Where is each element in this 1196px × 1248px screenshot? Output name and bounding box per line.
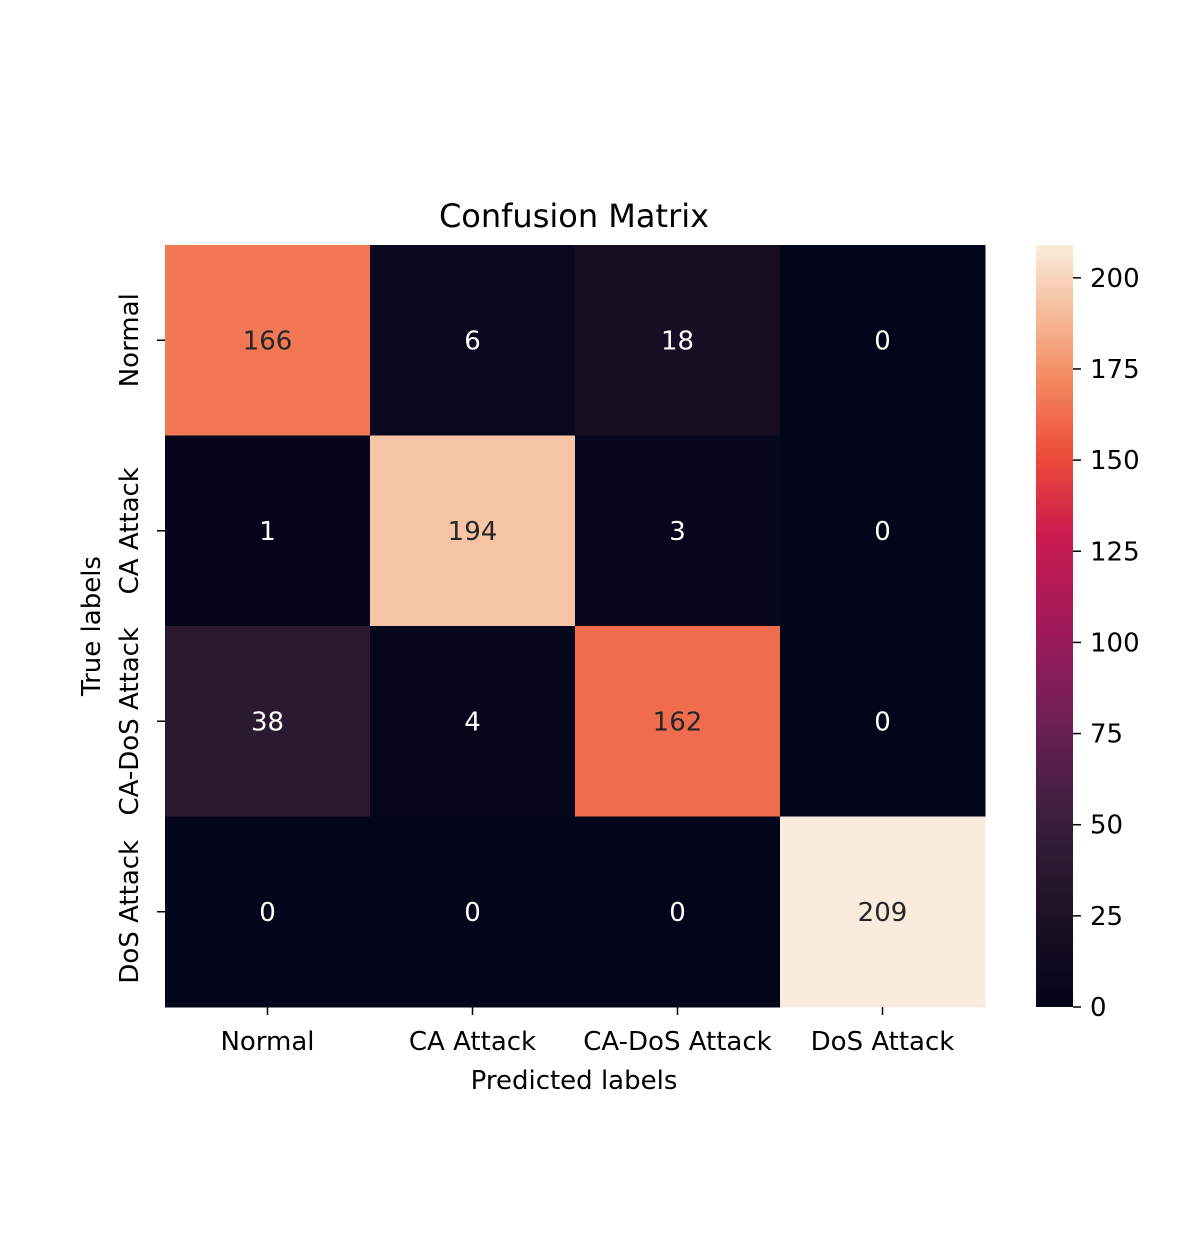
heatmap-cell [165, 435, 371, 627]
cell-value-label: 0 [874, 517, 891, 547]
cell-value-label: 194 [448, 517, 498, 547]
heatmap-cell [575, 245, 781, 436]
colorbar-tick-label: 0 [1090, 993, 1107, 1023]
colorbar-tick-label: 150 [1090, 446, 1140, 476]
colorbar-ticks: 0 25 50 75 100 125 150 175 200 [1073, 264, 1140, 1023]
colorbar-tick-label: 125 [1090, 537, 1140, 567]
cell-value-label: 166 [243, 326, 293, 356]
heatmap-cell [165, 816, 371, 1008]
heatmap-cell [780, 816, 986, 1008]
heatmap-cell [370, 245, 576, 436]
heatmap-cell [165, 626, 371, 817]
y-axis-ticks: Normal CA Attack CA-DoS Attack DoS Attack [115, 293, 165, 984]
cell-value-label: 18 [661, 326, 694, 356]
cell-value-label: 4 [464, 707, 481, 737]
heatmap-cell [165, 245, 371, 436]
y-tick-label: CA-DoS Attack [115, 627, 145, 815]
cell-value-label: 38 [251, 707, 284, 737]
x-tick-label: Normal [220, 1027, 314, 1057]
chart-title: Confusion Matrix [439, 197, 709, 235]
y-tick-label: CA Attack [115, 467, 145, 594]
heatmap-cell [370, 816, 576, 1008]
x-tick-label: DoS Attack [811, 1027, 955, 1057]
cell-value-label: 0 [464, 898, 481, 928]
heatmap-cell-labels: 166 6 18 0 1 194 3 0 38 4 162 0 0 0 0 209 [243, 326, 908, 928]
heatmap-cell [370, 626, 576, 817]
heatmap-cell [575, 435, 781, 627]
x-axis-ticks: Normal CA Attack CA-DoS Attack DoS Attack [220, 1007, 954, 1057]
colorbar-tick-label: 175 [1090, 355, 1140, 385]
x-tick-label: CA Attack [409, 1027, 536, 1057]
y-tick-label: DoS Attack [115, 840, 145, 984]
cell-value-label: 0 [874, 707, 891, 737]
heatmap-cell [780, 626, 986, 817]
colorbar-tick-label: 200 [1090, 264, 1140, 294]
colorbar-tick-label: 25 [1090, 902, 1123, 932]
cell-value-label: 1 [259, 517, 276, 547]
colorbar-tick-label: 50 [1090, 811, 1123, 841]
cell-value-label: 0 [259, 898, 276, 928]
x-axis-label: Predicted labels [471, 1066, 678, 1096]
heatmap-cells [165, 245, 986, 1008]
y-axis-label: True labels [77, 556, 107, 697]
heatmap-cell [575, 816, 781, 1008]
cell-value-label: 0 [874, 326, 891, 356]
heatmap-cell [780, 245, 986, 436]
cell-value-label: 6 [464, 326, 481, 356]
cell-value-label: 0 [669, 898, 686, 928]
cell-value-label: 209 [858, 898, 908, 928]
colorbar-tick-label: 100 [1090, 628, 1140, 658]
colorbar-tick-label: 75 [1090, 720, 1123, 750]
heatmap-cell [780, 435, 986, 627]
cell-value-label: 162 [653, 707, 703, 737]
heatmap-cell [575, 626, 781, 817]
heatmap-cell [370, 435, 576, 627]
colorbar [1036, 245, 1073, 1007]
y-tick-label: Normal [115, 293, 145, 387]
cell-value-label: 3 [669, 517, 686, 547]
x-tick-label: CA-DoS Attack [583, 1027, 771, 1057]
